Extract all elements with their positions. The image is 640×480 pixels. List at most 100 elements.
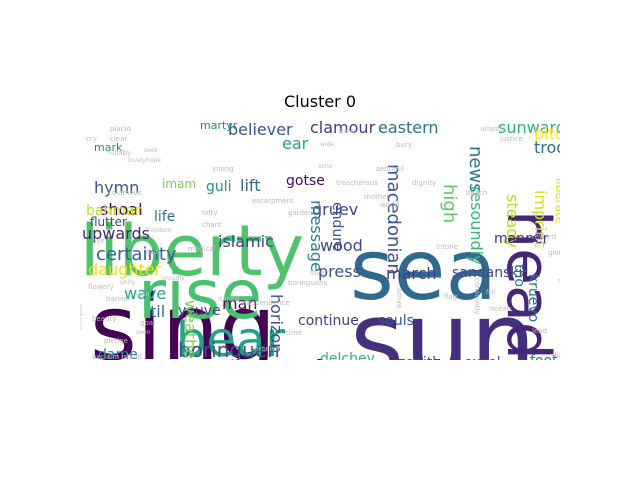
cloud-word: excel xyxy=(464,356,501,360)
cloud-word: sun xyxy=(350,279,537,360)
cloud-word: islamic xyxy=(218,232,274,251)
cloud-word: souls xyxy=(378,313,414,329)
cloud-word: imam xyxy=(162,177,197,191)
cloud-word: life xyxy=(154,209,176,225)
word-cloud: sunseasinglibertyrisebearbrotherheadrepu… xyxy=(80,118,560,361)
cloud-word: ear xyxy=(282,134,309,153)
cloud-word: manner xyxy=(494,231,549,247)
cloud-word: song xyxy=(338,127,355,135)
cloud-word: continue xyxy=(298,313,359,329)
cloud-word: unity xyxy=(120,279,136,286)
cloud-word: escarpment xyxy=(252,197,294,205)
cloud-word: march xyxy=(386,264,437,283)
cloud-word: ocean xyxy=(490,305,512,313)
cloud-word: god xyxy=(146,249,158,256)
cloud-word: youve xyxy=(178,303,221,319)
cloud-word: brother xyxy=(312,354,526,360)
cloud-word: sandanski xyxy=(452,265,523,281)
cloud-word: chant xyxy=(202,221,222,229)
cloud-word: beauty xyxy=(92,315,117,323)
cloud-word: lullaby xyxy=(108,149,132,157)
cloud-word: exclaim island xyxy=(92,353,142,361)
cloud-word: martyr xyxy=(200,119,238,132)
chart-title: Cluster 0 xyxy=(283,92,357,111)
cloud-word: tho xyxy=(511,264,527,287)
cloud-word: upwards xyxy=(82,224,150,243)
cloud-word: foot xyxy=(530,354,558,360)
cloud-word: til xyxy=(150,302,166,321)
cloud-word: arrive xyxy=(395,288,403,309)
cloud-word: macedonian xyxy=(383,164,404,275)
cloud-word: wave xyxy=(124,284,167,303)
cloud-word: high xyxy=(439,184,460,224)
cloud-word: perceive xyxy=(250,345,281,353)
cloud-word: gruev xyxy=(312,200,359,219)
cloud-word: lead xyxy=(532,327,547,335)
cloud-word: pitu xyxy=(534,124,560,143)
cloud-word: hope xyxy=(146,157,161,164)
cloud-word: delchev xyxy=(320,351,375,360)
cloud-word: wood xyxy=(320,236,363,255)
cloud-word: flowery xyxy=(88,283,114,291)
cloud-word: guli xyxy=(206,179,232,195)
cloud-word: reward xyxy=(532,233,557,241)
cloud-word: resoundly xyxy=(467,186,486,265)
cloud-word: rise xyxy=(138,256,263,335)
cloud-word: love xyxy=(310,269,325,277)
cloud-word: mother xyxy=(364,193,390,201)
cloud-word: glory xyxy=(548,249,560,257)
cloud-word: embrace xyxy=(80,304,83,331)
cloud-word: atlantic xyxy=(480,125,507,133)
cloud-word: trod xyxy=(534,138,560,157)
cloud-word: believer xyxy=(228,120,293,139)
cloud-word: liberty xyxy=(80,210,305,292)
cloud-word: sea xyxy=(350,221,497,319)
cloud-word: hymn xyxy=(94,178,140,197)
cloud-word: treacherous xyxy=(336,179,378,187)
cloud-word: magical xyxy=(188,245,216,253)
cloud-word: banner xyxy=(106,295,131,303)
cloud-word: man xyxy=(222,294,258,313)
cloud-word: seen xyxy=(136,329,151,336)
cloud-word: garden xyxy=(288,209,313,217)
cloud-word: road xyxy=(136,291,150,298)
cloud-word: young xyxy=(212,165,234,173)
cloud-word: beach xyxy=(466,189,488,197)
cloud-word: sentinel xyxy=(376,165,404,173)
cloud-word: intone xyxy=(436,243,459,251)
cloud-word: placid xyxy=(110,125,131,133)
cloud-word: liberate xyxy=(553,178,560,225)
cloud-word: independence xyxy=(240,299,290,307)
cloud-word: naked xyxy=(218,295,240,303)
cloud-word: gotse xyxy=(286,173,325,189)
cloud-word: justice xyxy=(500,135,523,143)
cloud-word: weather xyxy=(181,300,200,360)
cloud-word: bahman xyxy=(86,203,144,219)
cloud-word: zenith xyxy=(398,356,441,360)
cloud-word: time xyxy=(286,329,302,337)
cloud-word: boringuens xyxy=(288,279,328,287)
cloud-word: sky xyxy=(558,277,560,285)
cloud-word: proudly xyxy=(162,275,185,282)
cloud-word: wide xyxy=(320,141,335,148)
cloud-word: boringuen xyxy=(178,338,280,360)
cloud-word: kruevo xyxy=(525,274,541,323)
cloud-word: certainty xyxy=(96,244,177,265)
cloud-word: press xyxy=(318,262,361,281)
cloud-word: bury xyxy=(396,141,412,149)
cloud-word: full xyxy=(486,289,496,296)
cloud-word: dust xyxy=(552,351,560,359)
cloud-word: lift xyxy=(240,176,261,195)
cloud-word: daughter xyxy=(88,260,162,279)
cloud-word: echo xyxy=(318,163,333,170)
cloud-word: columbus xyxy=(108,189,142,197)
cloud-word: dame xyxy=(98,347,138,360)
cloud-word: eye xyxy=(92,237,105,245)
cloud-word: goal xyxy=(140,319,155,327)
cloud-word: freedom xyxy=(146,227,172,234)
cloud-word: clamour xyxy=(310,118,376,137)
cloud-word: world xyxy=(380,201,400,209)
cloud-word: shoal xyxy=(100,200,143,219)
cloud-word: bear xyxy=(176,312,286,360)
cloud-word: cry xyxy=(86,135,97,143)
